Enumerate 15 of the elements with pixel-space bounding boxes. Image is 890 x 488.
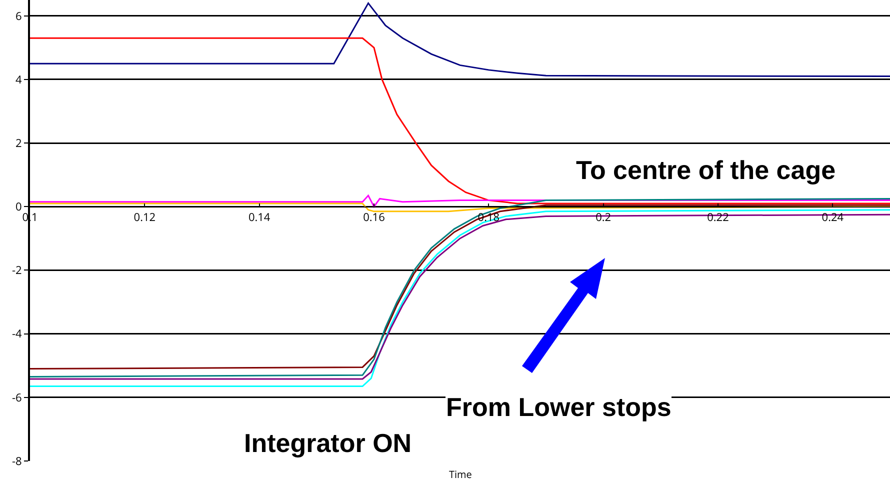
- x-axis-title: Time: [449, 467, 472, 481]
- x-tick-label: 0.16: [363, 210, 385, 225]
- annotation: Integrator ON: [244, 428, 412, 458]
- y-tick-label: -6: [12, 390, 22, 406]
- annotation: From Lower stops: [446, 392, 672, 422]
- x-tick-label: 0.12: [134, 210, 156, 225]
- y-tick-label: 0: [16, 200, 22, 215]
- y-tick-label: 4: [16, 72, 23, 88]
- y-tick-label: -4: [12, 326, 22, 342]
- y-tick-label: -2: [12, 263, 22, 278]
- y-tick-label: -8: [12, 454, 22, 469]
- y-tick-label: 6: [16, 8, 22, 24]
- annotation: To centre of the cage: [576, 155, 836, 185]
- x-tick-label: 0.14: [248, 210, 271, 225]
- y-tick-label: 2: [16, 136, 22, 151]
